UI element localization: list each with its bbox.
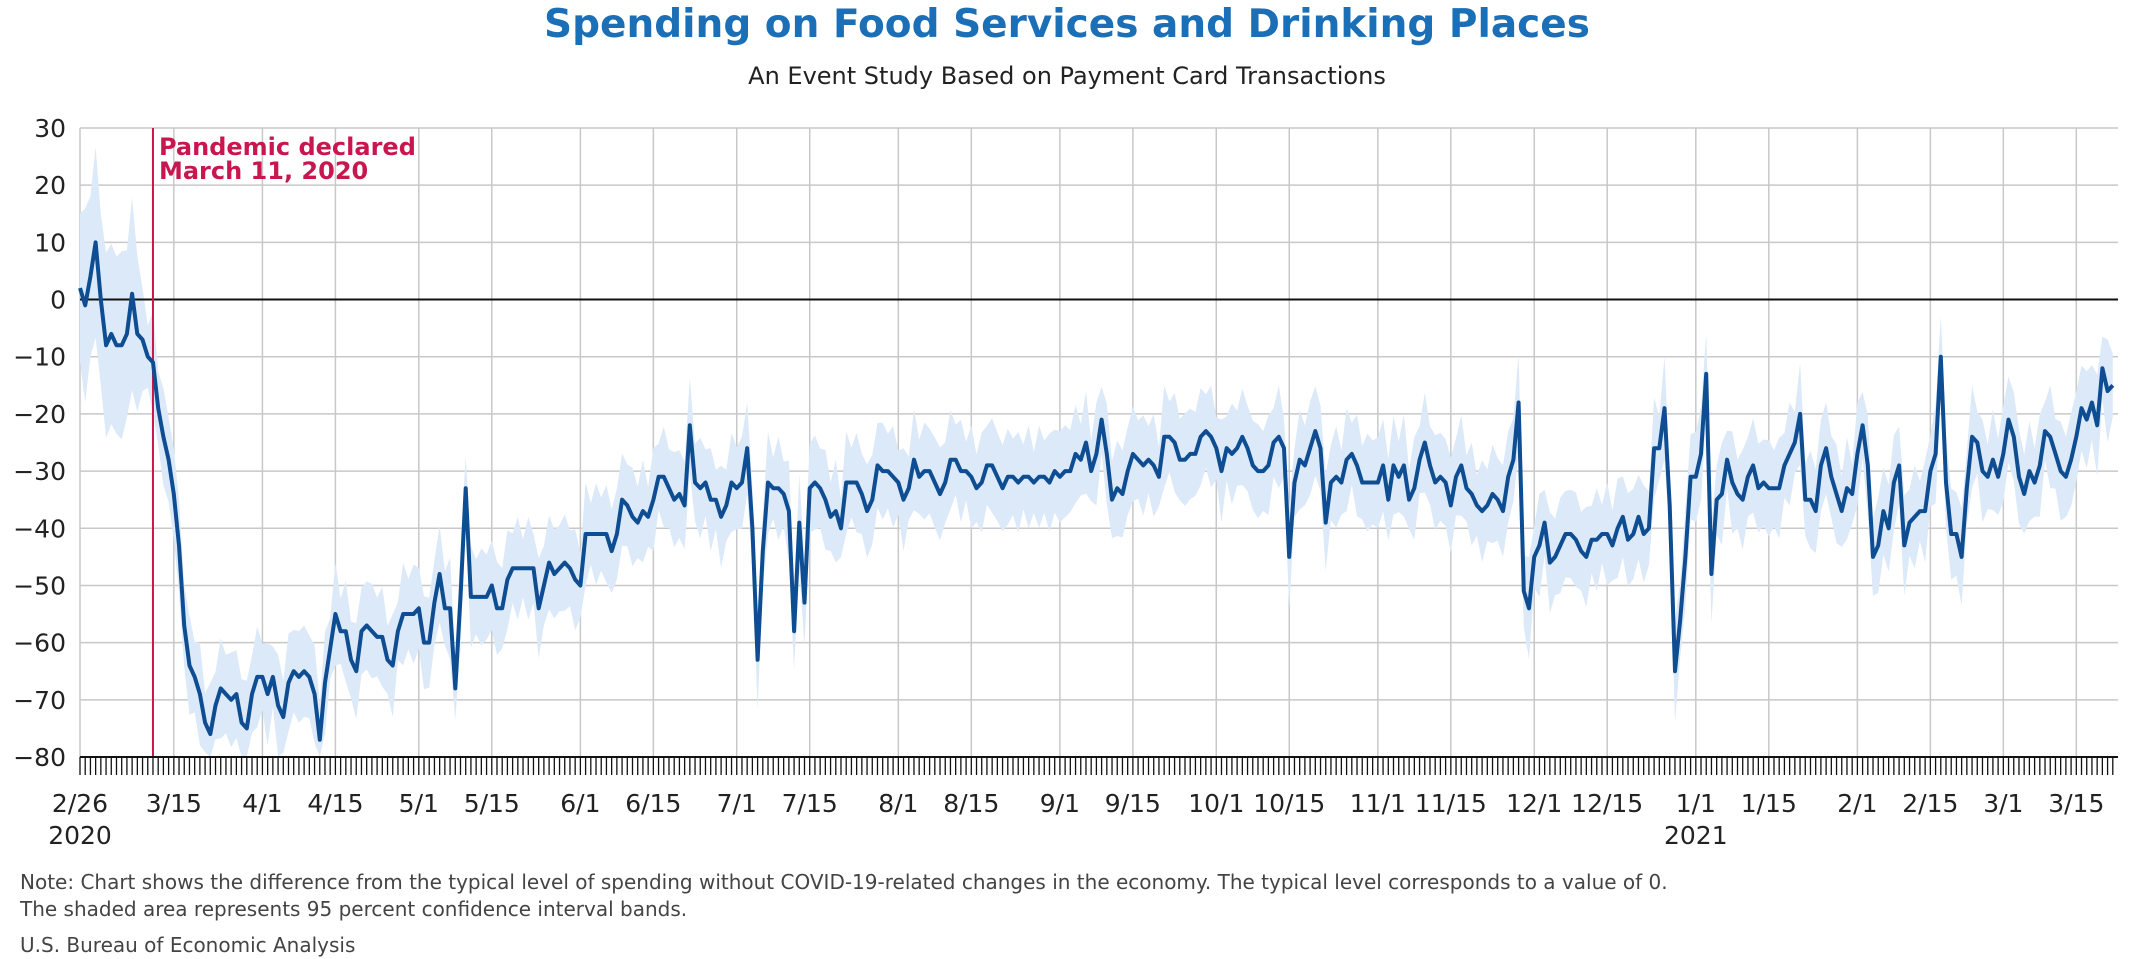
- y-tick-label: −20: [13, 400, 66, 429]
- x-tick-label: 12/15: [1571, 789, 1643, 818]
- x-tick-label: 6/1: [560, 789, 600, 818]
- chart-subtitle: An Event Study Based on Payment Card Tra…: [748, 62, 1386, 90]
- pandemic-label-line-1: Pandemic declared: [159, 133, 416, 161]
- source-credit: U.S. Bureau of Economic Analysis: [20, 933, 356, 957]
- x-tick-label: 3/15: [2048, 789, 2104, 818]
- pandemic-label-line-2: March 11, 2020: [159, 157, 368, 185]
- x-tick-label: 11/1: [1350, 789, 1406, 818]
- x-axis: [79, 756, 2118, 775]
- x-tick-label: 5/15: [464, 789, 520, 818]
- x-tick-label: 3/1: [1983, 789, 2023, 818]
- x-year-label: 2021: [1664, 821, 1728, 850]
- x-tick-label: 3/15: [146, 789, 202, 818]
- y-tick-label: −50: [13, 571, 66, 600]
- y-tick-label: −60: [13, 629, 66, 658]
- x-tick-label: 1/15: [1741, 789, 1797, 818]
- y-tick-label: 0: [50, 286, 66, 315]
- x-tick-label: 2/15: [1902, 789, 1958, 818]
- x-tick-label: 12/1: [1506, 789, 1562, 818]
- x-year-label: 2020: [48, 821, 112, 850]
- footnote-line-2: The shaded area represents 95 percent co…: [20, 897, 688, 921]
- x-tick-label: 2/26: [52, 789, 108, 818]
- y-tick-label: 30: [34, 114, 66, 143]
- x-tick-label: 10/1: [1188, 789, 1244, 818]
- y-tick-label: −80: [13, 743, 66, 772]
- x-tick-label: 4/1: [242, 789, 282, 818]
- x-tick-label: 8/1: [878, 789, 918, 818]
- x-tick-label: 10/15: [1253, 789, 1325, 818]
- footnote-line-1: Note: Chart shows the difference from th…: [20, 870, 1668, 894]
- x-tick-label: 11/15: [1415, 789, 1487, 818]
- y-tick-label: 10: [34, 228, 66, 257]
- y-tick-label: −10: [13, 343, 66, 372]
- x-tick-label: 1/1: [1676, 789, 1716, 818]
- y-tick-label: 20: [34, 171, 66, 200]
- x-tick-label: 2/1: [1837, 789, 1877, 818]
- x-tick-label: 5/1: [399, 789, 439, 818]
- x-tick-label: 9/15: [1105, 789, 1161, 818]
- y-tick-label: −70: [13, 686, 66, 715]
- y-tick-label: −30: [13, 457, 66, 486]
- x-axis-labels: 2/26 2020 3/15 4/1 4/15 5/1 5/15 6/1 6/15 7/1 7/15…: [48, 789, 2104, 850]
- y-tick-label: −40: [13, 514, 66, 543]
- y-axis-labels: 30 20 10 0 −10 −20 −30 −40 −50 −60 −70 −80: [13, 114, 66, 772]
- x-tick-label: 8/15: [943, 789, 999, 818]
- x-tick-label: 7/15: [782, 789, 838, 818]
- series-line: [78, 240, 2115, 742]
- grid: [79, 127, 2118, 758]
- spending-line: [78, 240, 2115, 742]
- x-tick-label: 7/1: [717, 789, 757, 818]
- chart-title: Spending on Food Services and Drinking P…: [544, 2, 1590, 47]
- x-tick-label: 6/15: [625, 789, 681, 818]
- x-tick-label: 4/15: [307, 789, 363, 818]
- x-tick-label: 9/1: [1040, 789, 1080, 818]
